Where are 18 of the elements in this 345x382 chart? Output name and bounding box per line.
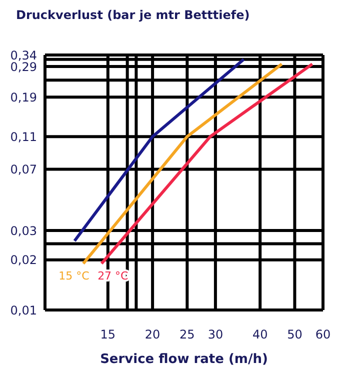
- y-tick-label: 0,11: [10, 130, 37, 144]
- x-tick-label: 15: [100, 328, 116, 342]
- x-tick-label: 20: [144, 328, 160, 342]
- y-tick-label: 0,03: [10, 224, 37, 238]
- x-tick-label: 50: [287, 328, 302, 342]
- y-tick-label: 0,01: [10, 303, 37, 318]
- y-tick-label: 0,29: [10, 60, 37, 74]
- x-tick-label: 60: [315, 328, 331, 342]
- chart-title: Druckverlust (bar je mtr Betttiefe): [16, 8, 250, 22]
- x-tick-label: 40: [252, 328, 268, 342]
- x-tick-label: 30: [208, 328, 224, 342]
- x-axis-title: Service flow rate (m/h): [99, 352, 269, 367]
- y-tick-label: 0,19: [10, 90, 37, 104]
- y-tick-label: 0,07: [10, 162, 37, 177]
- y-tick-label: 0,34: [10, 48, 37, 62]
- x-tick-label: 25: [180, 328, 195, 342]
- y-tick-label: 0,02: [10, 253, 37, 268]
- series-label: 15 °C: [58, 270, 90, 283]
